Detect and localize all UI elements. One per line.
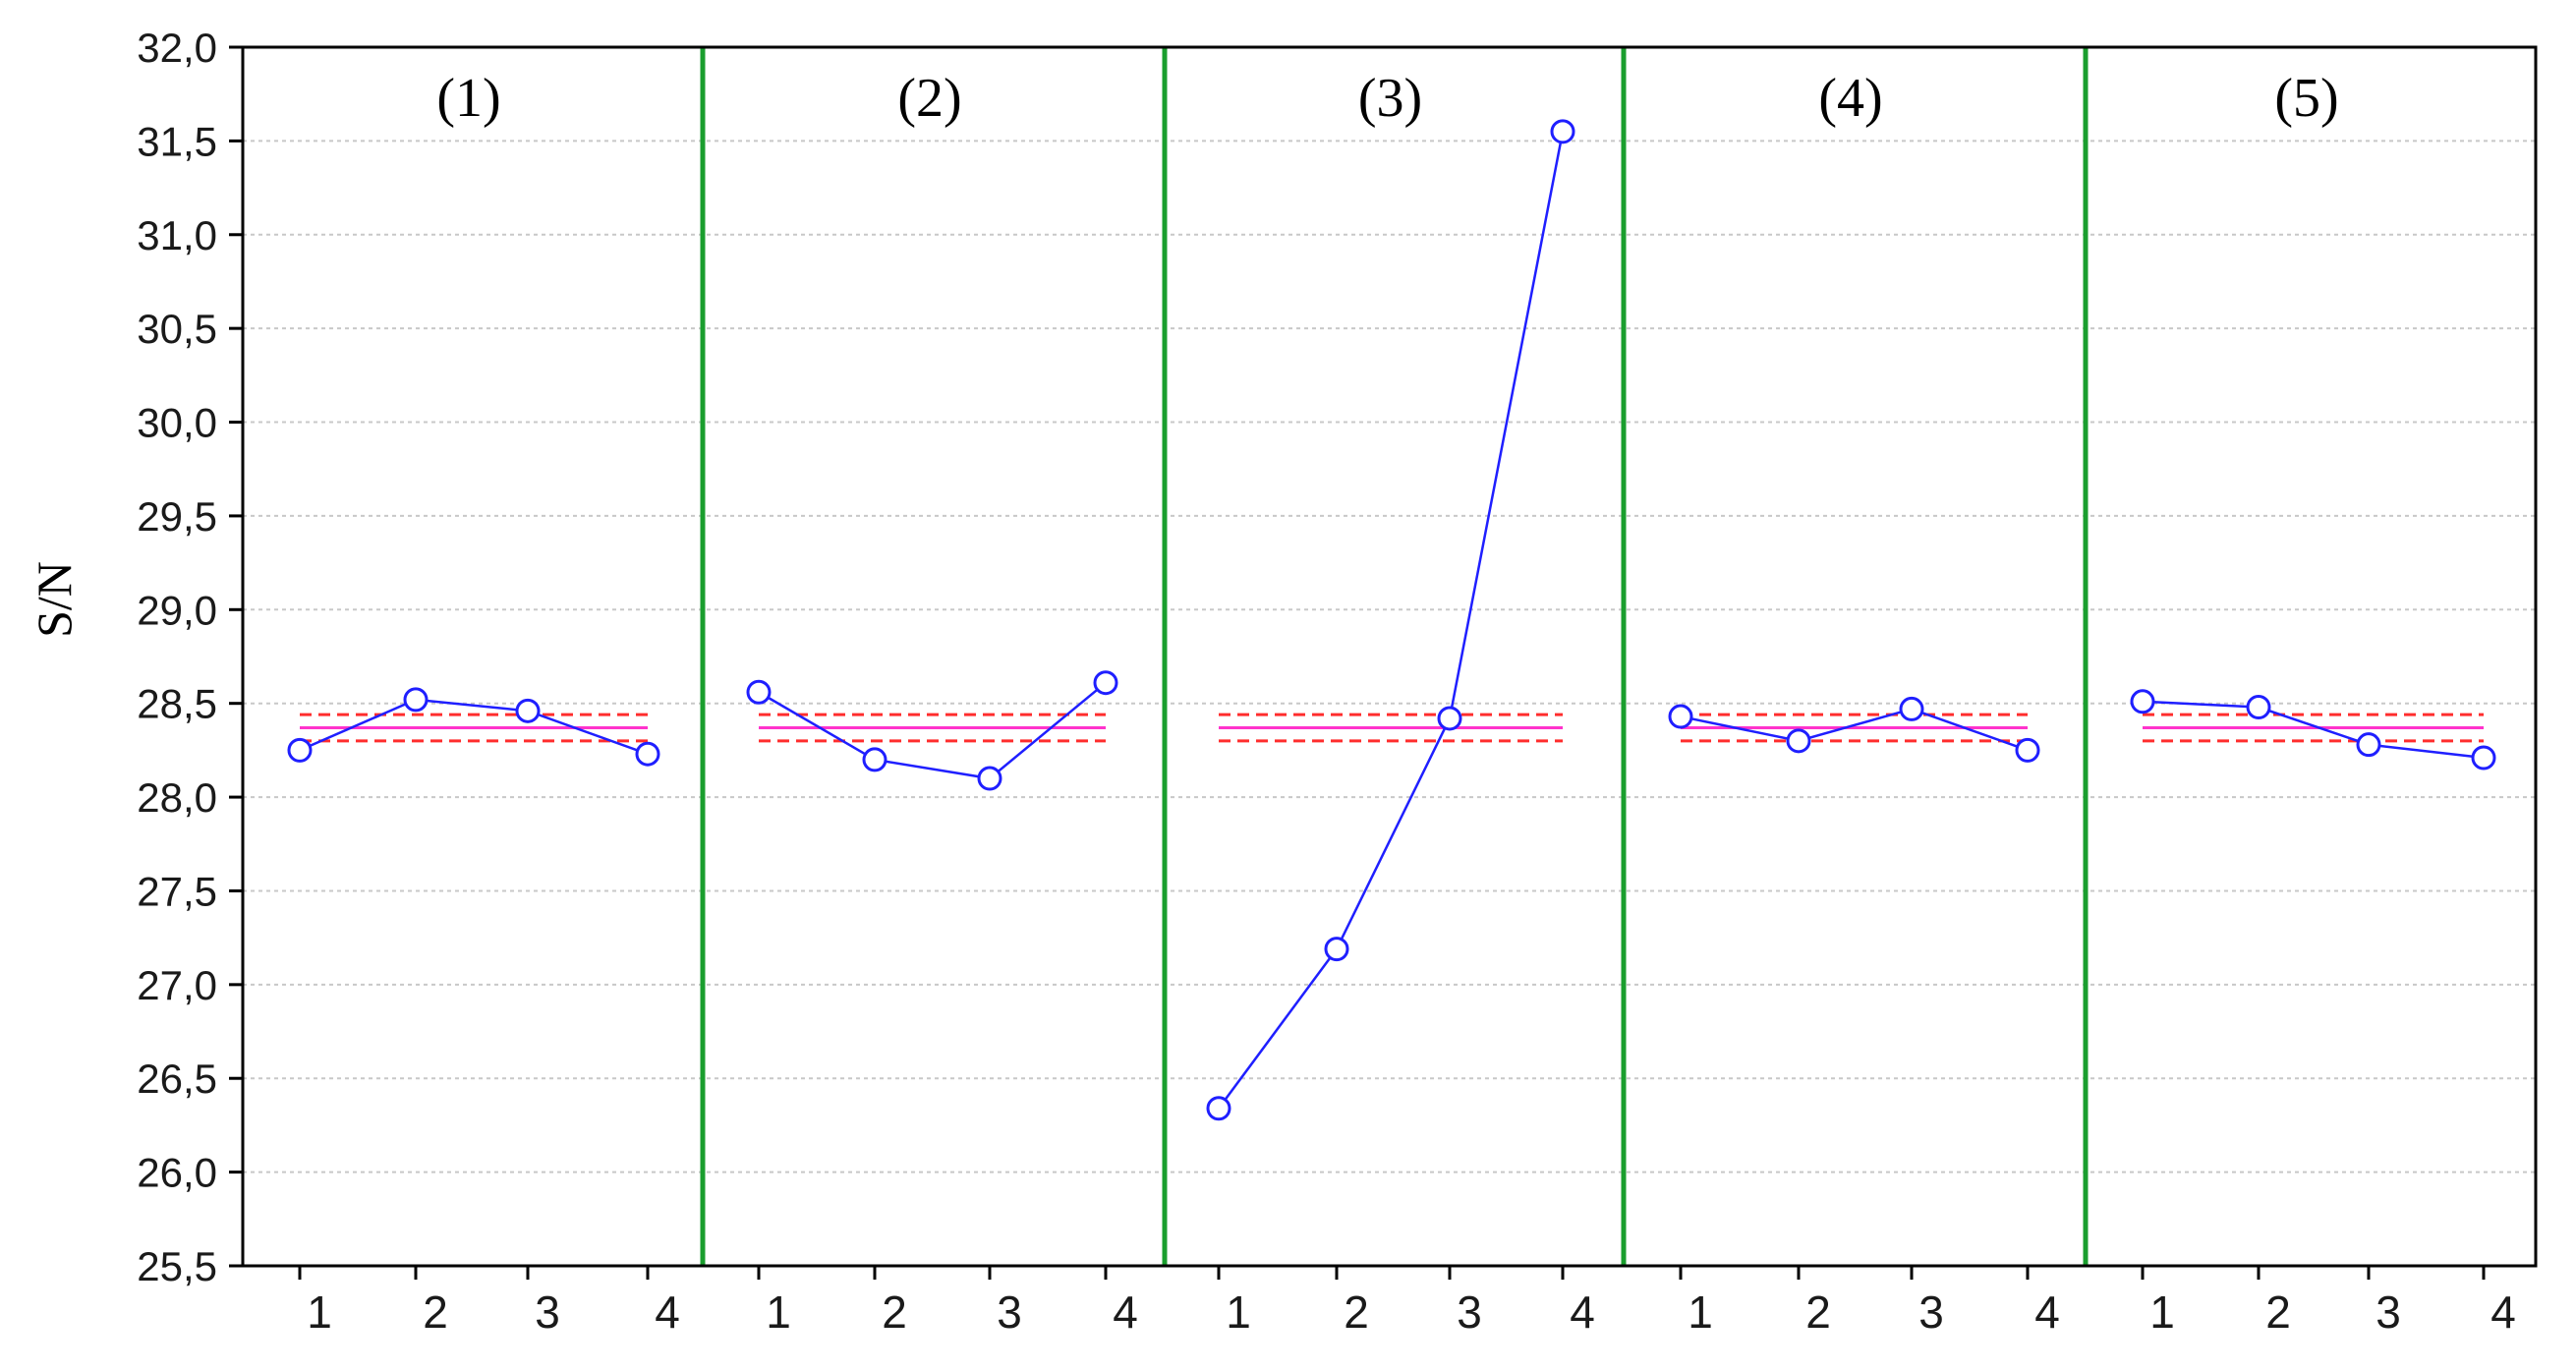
y-tick-label: 25,5 <box>137 1243 217 1289</box>
data-point <box>2246 695 2271 720</box>
x-tick-label: 3 <box>997 1286 1022 1338</box>
series-lines <box>287 119 2496 1121</box>
y-tick-label: 27,0 <box>137 962 217 1008</box>
data-point <box>1206 1096 1231 1121</box>
data-point <box>2471 745 2496 771</box>
x-tick-label: 3 <box>535 1286 560 1338</box>
x-axis-ticks: 1 2 3 4 1 2 3 4 1 2 3 4 1 2 3 4 1 2 3 4 <box>298 1266 2516 1338</box>
y-tick-label: 29,5 <box>137 493 217 540</box>
x-tick-label: 4 <box>1113 1286 1138 1338</box>
x-tick-label: 2 <box>2265 1286 2291 1338</box>
x-tick-label: 2 <box>882 1286 907 1338</box>
data-point <box>287 737 313 763</box>
y-axis-label: S/N <box>27 561 82 638</box>
x-tick-label: 4 <box>655 1286 680 1338</box>
data-point <box>2130 689 2155 714</box>
panel-title: (1) <box>436 68 500 129</box>
x-tick-label: 1 <box>2149 1286 2175 1338</box>
series-line <box>758 681 1107 780</box>
grid-lines <box>243 140 2536 1173</box>
data-point <box>2015 737 2040 763</box>
x-tick-label: 4 <box>1570 1286 1595 1338</box>
data-point <box>1899 696 1924 721</box>
x-tick-label: 4 <box>2034 1286 2060 1338</box>
y-tick-label: 26,5 <box>137 1056 217 1102</box>
plot-frame <box>241 45 2538 1268</box>
x-tick-label: 4 <box>2490 1286 2516 1338</box>
y-tick-label: 31,5 <box>137 118 217 164</box>
y-tick-label: 30,5 <box>137 306 217 352</box>
data-point <box>1550 119 1575 144</box>
x-tick-label: 1 <box>307 1286 332 1338</box>
x-tick-label: 3 <box>2376 1286 2401 1338</box>
data-point <box>403 687 429 713</box>
y-tick-label: 28,5 <box>137 681 217 727</box>
x-tick-label: 1 <box>1688 1286 1713 1338</box>
y-tick-label: 29,0 <box>137 587 217 633</box>
data-point <box>635 741 660 767</box>
x-tick-label: 2 <box>423 1286 448 1338</box>
reference-lines <box>300 713 2484 743</box>
panel-title: (2) <box>897 68 961 129</box>
y-tick-label: 31,0 <box>137 212 217 258</box>
data-point <box>862 747 887 772</box>
series-line <box>299 698 649 756</box>
panel-title: (5) <box>2274 68 2338 129</box>
y-tick-label: 27,5 <box>137 868 217 914</box>
y-tick-label: 30,0 <box>137 400 217 446</box>
x-tick-label: 1 <box>766 1286 791 1338</box>
data-point <box>1093 670 1118 696</box>
data-point <box>1437 706 1462 731</box>
x-tick-label: 2 <box>1344 1286 1369 1338</box>
panel-title: (3) <box>1358 68 1422 129</box>
plot-border <box>241 45 2538 1268</box>
series-line <box>1217 131 1565 1110</box>
series-line <box>2142 700 2485 760</box>
panel-dividers <box>700 47 2089 1266</box>
y-tick-label: 32,0 <box>137 25 217 71</box>
data-point <box>2356 732 2381 758</box>
data-point <box>746 679 772 705</box>
y-tick-label: 28,0 <box>137 774 217 821</box>
data-point <box>977 766 1002 791</box>
data-point <box>515 698 541 723</box>
data-point <box>1786 728 1811 754</box>
x-tick-label: 3 <box>1918 1286 1944 1338</box>
series-line <box>1680 708 2029 752</box>
x-tick-label: 3 <box>1457 1286 1482 1338</box>
data-point <box>1668 704 1693 729</box>
x-tick-label: 1 <box>1226 1286 1251 1338</box>
panel-titles: (1) (2) (3) (4) (5) <box>436 68 2338 129</box>
x-tick-label: 2 <box>1805 1286 1831 1338</box>
panel-title: (4) <box>1818 68 1882 129</box>
y-tick-label: 26,0 <box>137 1150 217 1196</box>
y-axis-ticks: 25,5 26,0 26,5 27,0 27,5 28,0 28,5 29,0 29,5 30,0… <box>137 25 243 1289</box>
data-point <box>1324 937 1349 962</box>
